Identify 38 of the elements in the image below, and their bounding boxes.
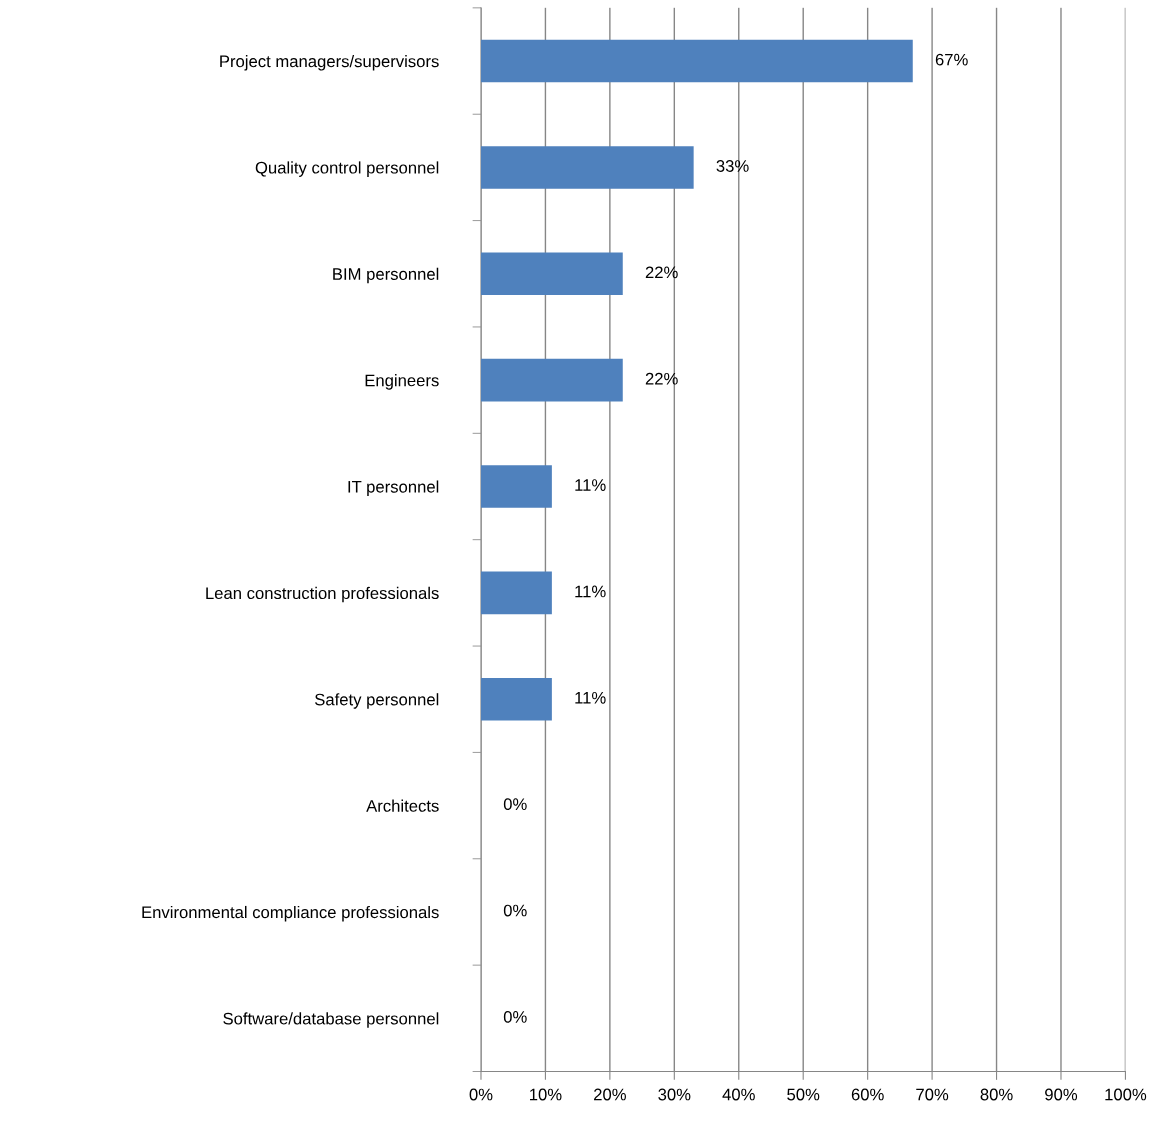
data-label: 0% — [503, 904, 527, 917]
bar — [480, 39, 913, 83]
x-tick-label: 10% — [530, 1088, 562, 1101]
x-tick-label: 50% — [787, 1088, 820, 1101]
x-tick-label: 90% — [1045, 1088, 1078, 1101]
data-label: 11% — [575, 585, 606, 598]
y-tick-label: Engineers — [365, 374, 439, 390]
y-tick-label: Architects — [366, 799, 439, 812]
x-tick-label: 60% — [851, 1088, 884, 1101]
data-label: 67% — [935, 53, 968, 66]
y-tick-label: Project managers/supervisors — [220, 55, 439, 71]
bar — [480, 358, 623, 402]
data-label: 0% — [503, 1011, 527, 1023]
y-tick-label: Quality control personnel — [255, 161, 439, 177]
data-label: 11% — [575, 479, 606, 491]
data-label: 22% — [645, 372, 678, 385]
data-label: 11% — [575, 691, 606, 704]
y-tick-label: Lean construction professionals — [206, 586, 439, 603]
data-label: 33% — [716, 160, 749, 172]
x-tick-label: 100% — [1105, 1088, 1147, 1101]
data-label: 0% — [503, 798, 527, 811]
bar — [480, 571, 552, 615]
y-tick-label: IT personnel — [348, 480, 439, 496]
bar — [480, 146, 694, 189]
x-tick-label: 70% — [916, 1088, 949, 1101]
x-tick-label: 20% — [594, 1088, 626, 1101]
y-tick-label: Software/database personnel — [223, 1012, 439, 1028]
bar — [480, 465, 552, 508]
y-tick-label: BIM personnel — [333, 267, 439, 284]
x-tick-label: 40% — [722, 1088, 755, 1101]
x-tick-label: 80% — [980, 1088, 1013, 1101]
x-tick-label: 30% — [658, 1088, 691, 1101]
data-label: 22% — [645, 266, 678, 279]
y-tick-label: Safety personnel — [315, 693, 439, 709]
x-tick-label: 0% — [469, 1088, 493, 1101]
bar — [480, 252, 623, 296]
y-tick-label: Environmental compliance professionals — [142, 905, 439, 922]
bar — [480, 677, 552, 721]
